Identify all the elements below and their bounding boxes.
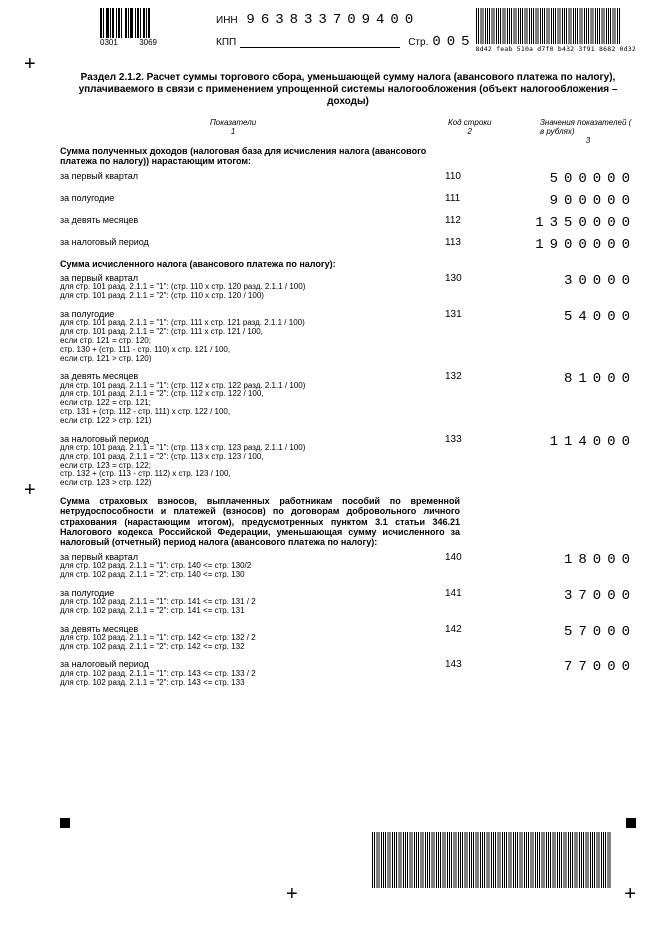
colhdr-1-label: Показатели: [210, 118, 256, 127]
inn-row: ИНН 963833709400: [216, 12, 419, 28]
kpp-label: КПП: [216, 37, 236, 48]
row-sublabel: для стр. 102 разд. 2.1.1 = "2": стр. 141…: [60, 607, 636, 616]
table-row: за девять месяцевдля стр. 102 разд. 2.1.…: [60, 624, 636, 652]
row-code: 132: [445, 371, 462, 382]
page-number: 005: [432, 34, 475, 50]
barcode-left-label: 0301: [100, 38, 118, 47]
colhdr-2: Код строки 2: [448, 118, 492, 136]
table-row: за полугодие 111 900000: [60, 193, 636, 207]
inn-value: 963833709400: [246, 12, 419, 28]
colhdr-3-label: Значения показателей ( в рублях): [540, 118, 631, 136]
colhdr-1-num: 1: [210, 127, 256, 136]
barcode-pdf417-top: 8d42 feab 510a d7f0 b432 3f91 8682 0d32: [476, 8, 636, 53]
inn-label: ИНН: [216, 15, 238, 26]
pdf417-top-bars: [476, 8, 621, 44]
row-label: за налоговый период: [60, 237, 370, 247]
reg-mark-br: +: [624, 884, 636, 904]
table-row: за первый кварталдля стр. 102 разд. 2.1.…: [60, 552, 636, 580]
row-code: 133: [445, 434, 462, 445]
table-row: за налоговый период 113 1900000: [60, 237, 636, 251]
row-sublabel: для стр. 102 разд. 2.1.1 = "2": стр. 140…: [60, 571, 636, 580]
row-value: 114000: [550, 434, 636, 450]
row-value: 500000: [550, 171, 636, 187]
kpp-row: КПП Стр. 005: [216, 34, 476, 50]
barcode-pdf417-bottom: [372, 832, 612, 888]
row-code: 140: [445, 552, 462, 563]
row-code: 142: [445, 624, 462, 635]
row-sublabel: для стр. 102 разд. 2.1.1 = "2": стр. 143…: [60, 679, 636, 688]
pdf417-bottom-bars: [372, 832, 612, 888]
row-sublabel: для стр. 101 разд. 2.1.1 = "2": (стр. 11…: [60, 292, 636, 301]
row-code: 113: [445, 237, 461, 248]
row-code: 111: [445, 193, 460, 204]
row-value: 30000: [564, 273, 636, 289]
row-value: 37000: [564, 588, 636, 604]
row-code: 131: [445, 309, 462, 320]
row-value: 54000: [564, 309, 636, 325]
row-sublabel: если стр. 123 > стр. 122): [60, 479, 636, 488]
barcode-linear: 0301 3069: [100, 8, 157, 47]
table-row: за девять месяцев 112 1350000: [60, 215, 636, 229]
row-value: 77000: [564, 659, 636, 675]
reg-mark-ml: +: [24, 480, 36, 500]
colhdr-2-label: Код строки: [448, 118, 492, 127]
colhdr-2-num: 2: [448, 127, 492, 136]
black-square-right: [626, 818, 636, 828]
section-title: Раздел 2.1.2. Расчет суммы торгового сбо…: [60, 72, 636, 108]
row-value: 18000: [564, 552, 636, 568]
table-row: за полугодиедля стр. 101 разд. 2.1.1 = "…: [60, 309, 636, 363]
table-row: за первый квартал 110 500000: [60, 171, 636, 185]
row-code: 110: [445, 171, 461, 182]
row-sublabel: если стр. 121 > стр. 120): [60, 355, 636, 364]
colhdr-1: Показатели 1: [210, 118, 256, 136]
reg-mark-bl: +: [286, 884, 298, 904]
table-row: за девять месяцевдля стр. 101 разд. 2.1.…: [60, 371, 636, 425]
row-label: за полугодие: [60, 193, 370, 203]
row-code: 130: [445, 273, 462, 284]
page: + + + + 0301 3069 ИНН: [0, 0, 660, 934]
pdf417-hash: 8d42 feab 510a d7f0 b432 3f91 8682 0d32: [476, 45, 636, 53]
row-label: за девять месяцев: [60, 215, 370, 225]
row-value: 81000: [564, 371, 636, 387]
row-code: 141: [445, 588, 462, 599]
reg-mark-tl: +: [24, 54, 36, 74]
row-sublabel: если стр. 122 > стр. 121): [60, 417, 636, 426]
barcode-right-label: 3069: [139, 38, 157, 47]
group-heading: Сумма страховых взносов, выплаченных раб…: [60, 496, 460, 548]
table-row: за налоговый периоддля стр. 101 разд. 2.…: [60, 434, 636, 488]
row-label: за первый квартал: [60, 171, 370, 181]
group-heading: Сумма исчисленного налога (авансового пл…: [60, 259, 460, 269]
row-value: 1350000: [535, 215, 636, 231]
page-label: Стр.: [408, 37, 428, 48]
group-heading: Сумма полученных доходов (налоговая база…: [60, 146, 460, 167]
black-square-left: [60, 818, 70, 828]
table-row: за налоговый периоддля стр. 102 разд. 2.…: [60, 659, 636, 687]
barcode-linear-bars: [100, 8, 157, 38]
rows-body: Сумма полученных доходов (налоговая база…: [60, 140, 636, 695]
row-sublabel: для стр. 102 разд. 2.1.1 = "2": стр. 142…: [60, 643, 636, 652]
row-value: 1900000: [535, 237, 636, 253]
row-code: 143: [445, 659, 462, 670]
row-value: 57000: [564, 624, 636, 640]
row-value: 900000: [550, 193, 636, 209]
row-code: 112: [445, 215, 461, 226]
table-row: за полугодиедля стр. 102 разд. 2.1.1 = "…: [60, 588, 636, 616]
kpp-line: [240, 37, 400, 48]
table-row: за первый кварталдля стр. 101 разд. 2.1.…: [60, 273, 636, 301]
